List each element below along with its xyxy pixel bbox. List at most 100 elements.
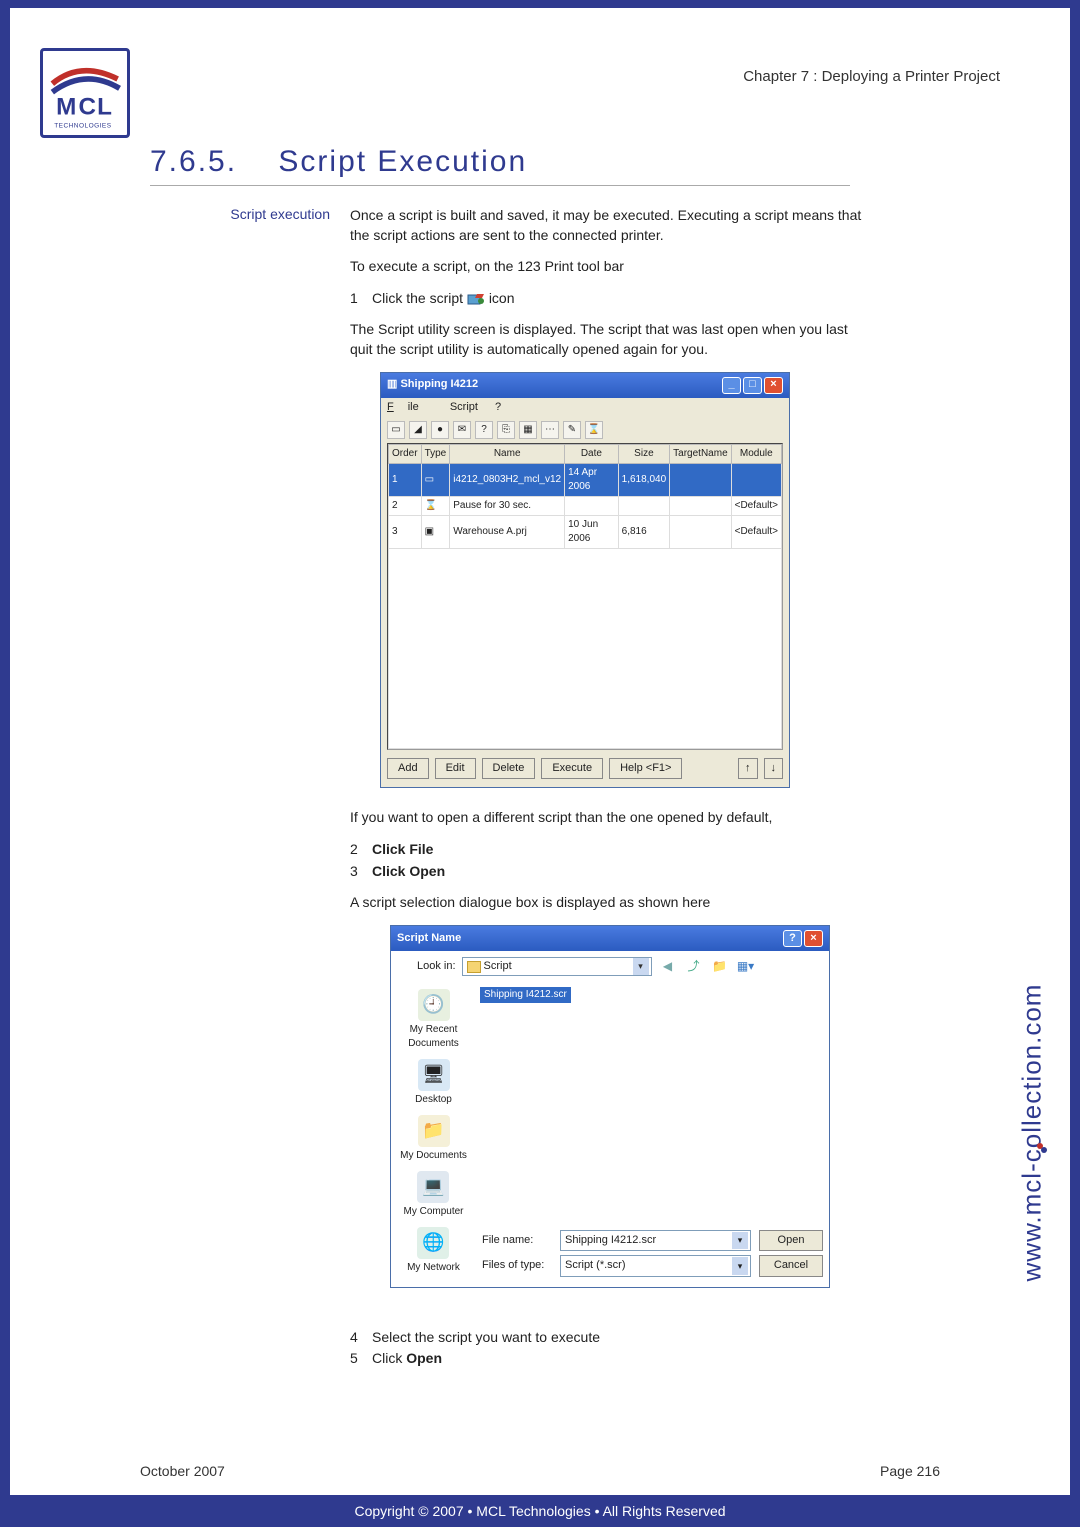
selection-paragraph: A script selection dialogue box is displ… [350, 893, 870, 913]
menu-script[interactable]: Script [450, 401, 478, 413]
menu-file[interactable]: File [387, 401, 433, 413]
filetype-combo[interactable]: Script (*.scr) [560, 1255, 751, 1276]
cell-order: 3 [389, 515, 422, 548]
back-icon[interactable]: ◀ [658, 957, 678, 977]
dialog-title-bar[interactable]: Script Name ? × [391, 926, 829, 951]
cell-date: 14 Apr 2006 [565, 463, 619, 496]
lookin-label: Look in: [417, 959, 456, 974]
col-type[interactable]: Type [421, 444, 450, 463]
filename-combo[interactable]: Shipping I4212.scr [560, 1230, 751, 1251]
toolbar-icon-4[interactable]: ✉ [453, 421, 471, 439]
section-title: 7.6.5. Script Execution [150, 145, 850, 186]
toolbar-icon-8[interactable]: ⋯ [541, 421, 559, 439]
views-icon[interactable]: ▦▾ [736, 957, 756, 977]
toolbar-icon-5[interactable]: ? [475, 421, 493, 439]
table-row[interactable]: 3 ▣ Warehouse A.prj 10 Jun 2006 6,816 <D… [389, 515, 782, 548]
filetype-value: Script (*.scr) [565, 1259, 626, 1271]
toolbar-icon-7[interactable]: ▦ [519, 421, 537, 439]
toolbar-icon-10[interactable]: ⌛ [585, 421, 603, 439]
sidebar-recent[interactable]: 🕘 My Recent Documents [391, 989, 476, 1051]
help-button[interactable]: Help <F1> [609, 758, 682, 779]
execute-button[interactable]: Execute [541, 758, 603, 779]
shipping-button-bar: Add Edit Delete Execute Help <F1> ↑ ↓ [381, 750, 789, 787]
table-row[interactable]: 2 ⌛ Pause for 30 sec. <Default> [389, 496, 782, 515]
sidebar-desktop-label: Desktop [415, 1093, 452, 1107]
maximize-button[interactable]: □ [743, 377, 762, 394]
col-size[interactable]: Size [618, 444, 670, 463]
toolbar-paragraph: To execute a script, on the 123 Print to… [350, 257, 870, 277]
table-row[interactable]: 1 ▭ i4212_0803H2_mcl_v12 14 Apr 2006 1,6… [389, 463, 782, 496]
cancel-button[interactable]: Cancel [759, 1255, 823, 1276]
move-down-button[interactable]: ↓ [764, 758, 784, 779]
sidebar-mydocs[interactable]: 📁 My Documents [400, 1115, 467, 1163]
col-module[interactable]: Module [731, 444, 781, 463]
dialog-body: 🕘 My Recent Documents 🖥 Desktop 📁 My Doc… [391, 983, 829, 1287]
cell-target [670, 463, 731, 496]
svg-text:TECHNOLOGIES: TECHNOLOGIES [54, 123, 112, 130]
cell-module: <Default> [731, 515, 781, 548]
dialog-close-button[interactable]: × [804, 930, 823, 947]
section-name: Script Execution [278, 145, 527, 178]
step-4-text: Select the script you want to execute [372, 1328, 870, 1348]
step-5-text: Click Open [372, 1349, 870, 1369]
dialog-bottom: File name: Shipping I4212.scr Open Files… [476, 1224, 829, 1287]
filename-value: Shipping I4212.scr [565, 1234, 656, 1246]
shipping-toolbar: ▭ ◢ ● ✉ ? ⎘ ▦ ⋯ ✎ ⌛ [381, 417, 789, 443]
side-url: www.mcl-collection.com [1012, 528, 1052, 1148]
shipping-window: ▥ Shipping I4212 _ □ × File Script ? ▭ ◢… [380, 372, 790, 789]
new-folder-icon[interactable]: 📁 [710, 957, 730, 977]
step-1-post: icon [489, 290, 515, 306]
sidebar-mydocs-label: My Documents [400, 1149, 467, 1163]
dialog-file-list[interactable]: Shipping I4212.scr [476, 983, 829, 1224]
menu-help[interactable]: ? [495, 401, 501, 413]
sidebar-mynetwork[interactable]: 🌐 My Network [407, 1227, 460, 1275]
footer-date: October 2007 [140, 1463, 225, 1479]
shipping-title-bar[interactable]: ▥ Shipping I4212 _ □ × [381, 373, 789, 398]
after-icon-paragraph: The Script utility screen is displayed. … [350, 320, 870, 359]
sidebar-desktop[interactable]: 🖥 Desktop [415, 1059, 452, 1107]
dialog-help-button[interactable]: ? [783, 930, 802, 947]
cell-type-icon: ▣ [421, 515, 450, 548]
copyright-bar: Copyright © 2007 • MCL Technologies • Al… [10, 1495, 1070, 1527]
delete-button[interactable]: Delete [482, 758, 536, 779]
sidebar-mycomputer[interactable]: 💻 My Computer [403, 1171, 463, 1219]
footer-row: October 2007 Page 216 [10, 1463, 1070, 1479]
sidebar-mynetwork-label: My Network [407, 1261, 460, 1275]
add-button[interactable]: Add [387, 758, 429, 779]
toolbar-icon-9[interactable]: ✎ [563, 421, 581, 439]
toolbar-icon-3[interactable]: ● [431, 421, 449, 439]
dialog-sidebar: 🕘 My Recent Documents 🖥 Desktop 📁 My Doc… [391, 983, 476, 1287]
cell-name: Warehouse A.prj [450, 515, 565, 548]
up-icon[interactable]: ⤴ [684, 957, 704, 977]
col-order[interactable]: Order [389, 444, 422, 463]
svg-text:C: C [78, 93, 96, 120]
script-icon [467, 292, 485, 306]
lookin-combo[interactable]: Script [462, 957, 652, 976]
toolbar-icon-2[interactable]: ◢ [409, 421, 427, 439]
step-1: 1 Click the script icon [350, 289, 870, 309]
toolbar-icon-6[interactable]: ⎘ [497, 421, 515, 439]
step-5: 5 Click Open [350, 1349, 870, 1369]
cell-target [670, 496, 731, 515]
shipping-title: Shipping I4212 [400, 377, 720, 392]
close-button[interactable]: × [764, 377, 783, 394]
col-date[interactable]: Date [565, 444, 619, 463]
toolbar-icon-1[interactable]: ▭ [387, 421, 405, 439]
file-dialog: Script Name ? × Look in: Script ◀ ⤴ 📁 ▦▾ [390, 925, 830, 1288]
svg-text:L: L [97, 93, 112, 120]
minimize-button[interactable]: _ [722, 377, 741, 394]
open-button[interactable]: Open [759, 1230, 823, 1251]
step-2-text: Click File [372, 840, 870, 860]
folder-icon [467, 961, 481, 973]
toolbar-text: To execute a script, on the 123 Print to… [350, 258, 624, 274]
col-name[interactable]: Name [450, 444, 565, 463]
lookin-value: Script [484, 959, 512, 974]
col-target[interactable]: TargetName [670, 444, 731, 463]
cell-name: i4212_0803H2_mcl_v12 [450, 463, 565, 496]
move-up-button[interactable]: ↑ [738, 758, 758, 779]
step-4-number: 4 [350, 1328, 372, 1348]
file-item-selected[interactable]: Shipping I4212.scr [480, 987, 571, 1003]
cell-name: Pause for 30 sec. [450, 496, 565, 515]
step-1-text: Click the script icon [372, 289, 870, 309]
edit-button[interactable]: Edit [435, 758, 476, 779]
